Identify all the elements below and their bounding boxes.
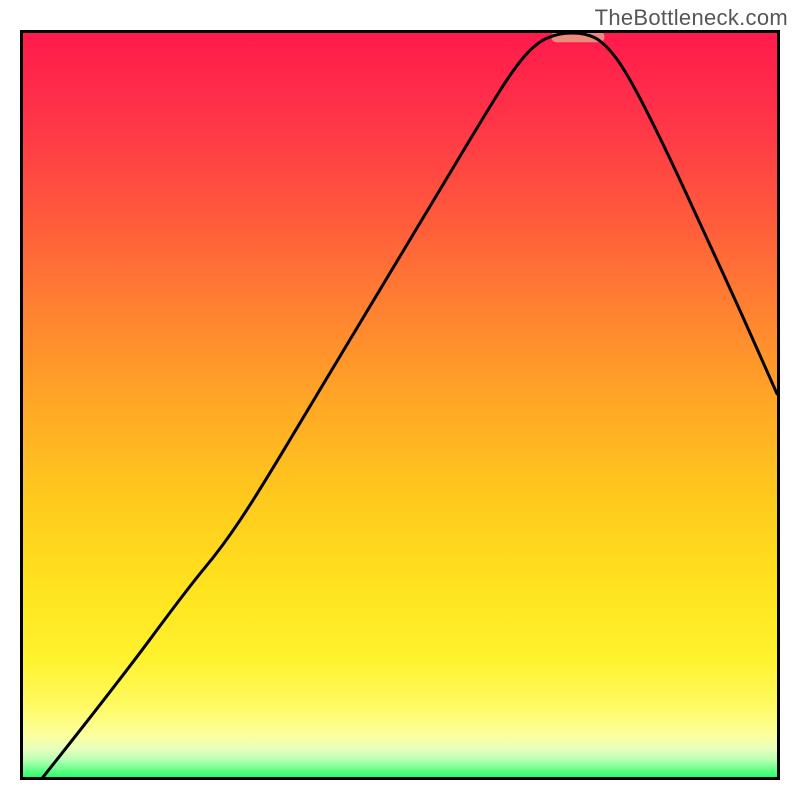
watermark-text: TheBottleneck.com: [595, 5, 788, 31]
chart-plot-area: [20, 30, 780, 780]
chart-container: TheBottleneck.com: [0, 0, 800, 800]
gradient-background: [22, 32, 779, 779]
bottleneck-curve-chart: [20, 30, 780, 780]
